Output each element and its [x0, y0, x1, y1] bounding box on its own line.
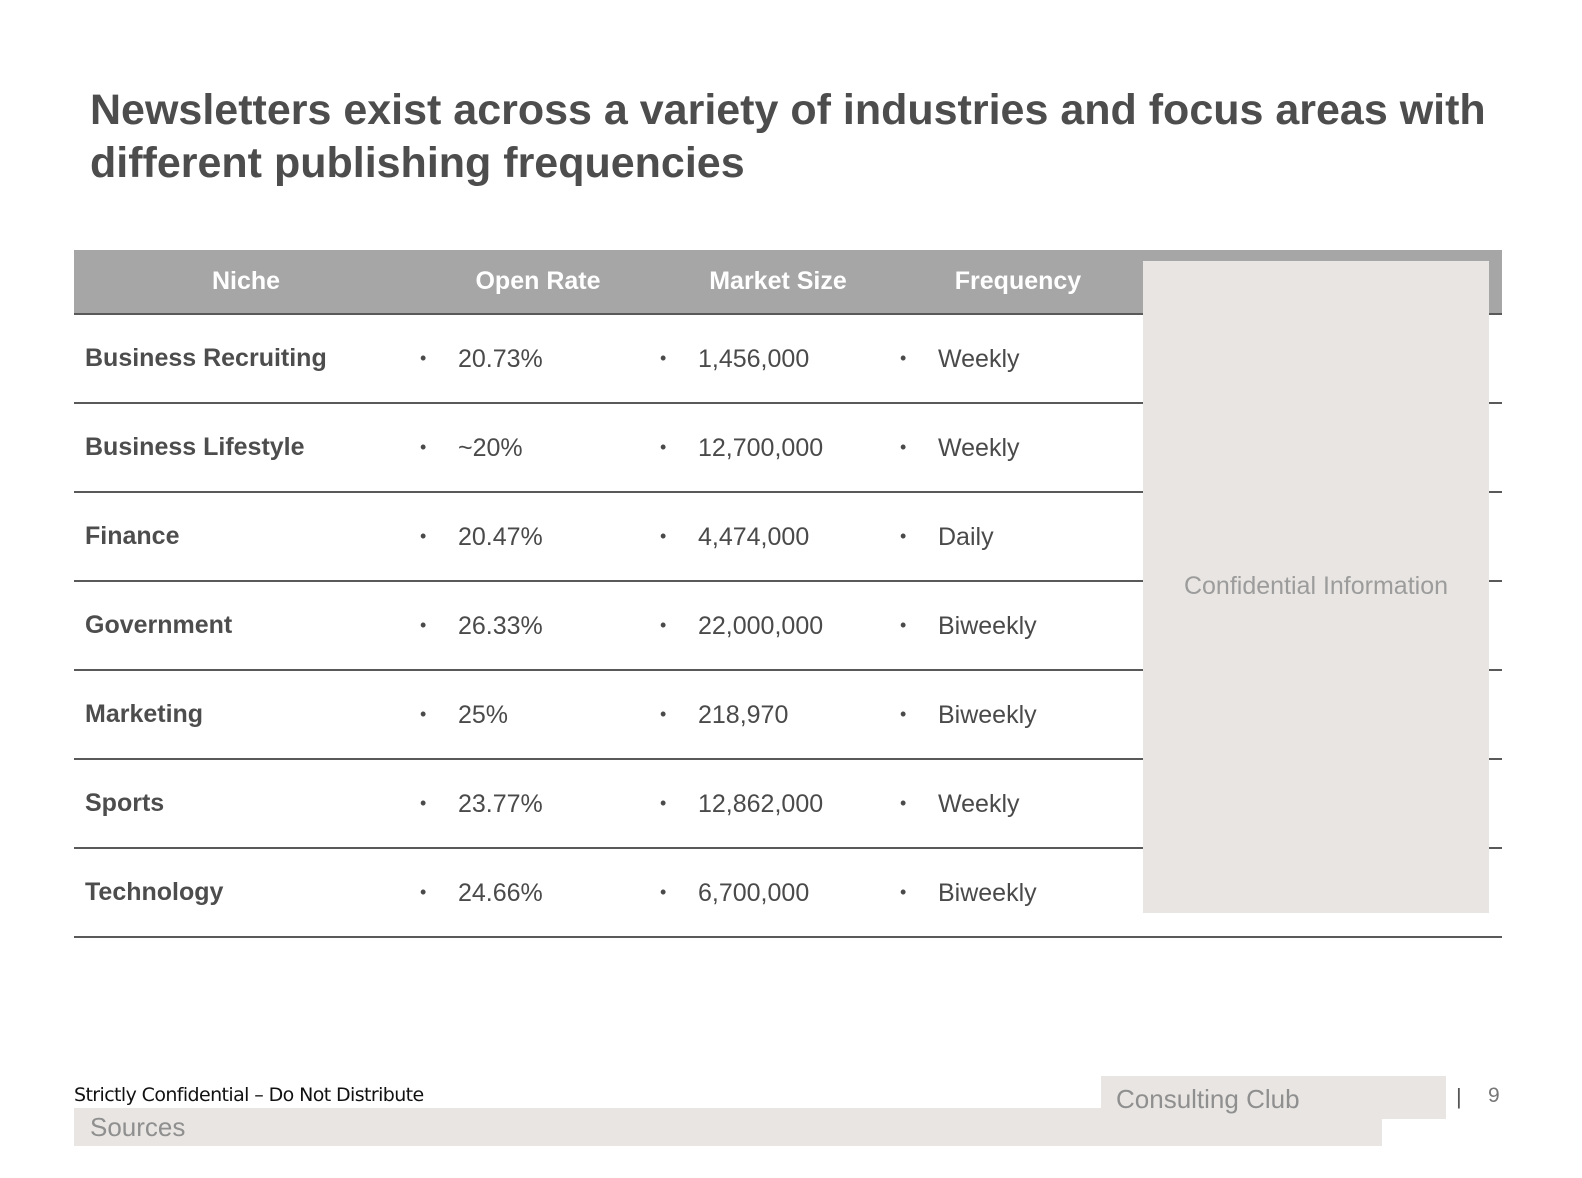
table-row: Technology • 24.66% • 6,700,000 • Biweekly: [74, 848, 1502, 938]
page-separator: |: [1456, 1084, 1462, 1109]
confidential-label: Confidential Information: [1183, 571, 1449, 600]
header-frequency: Frequency: [898, 250, 1138, 315]
frequency-value: Weekly: [938, 344, 1020, 373]
frequency-cell: • Weekly: [898, 759, 1138, 849]
open-rate-value: 23.77%: [458, 789, 543, 818]
open-rate-cell: • 26.33%: [418, 581, 658, 671]
frequency-cell: • Weekly: [898, 403, 1138, 493]
open-rate-value: 25%: [458, 700, 509, 729]
market-size-cell: • 218,970: [658, 670, 898, 760]
bullet: •: [660, 793, 667, 814]
frequency-value: Weekly: [938, 433, 1020, 462]
sources-label: Sources: [90, 1112, 186, 1142]
open-rate-cell: • 23.77%: [418, 759, 658, 849]
market-size-value: 12,862,000: [698, 789, 824, 818]
niche-cell: Sports: [74, 759, 418, 849]
market-size-cell: • 12,862,000: [658, 759, 898, 849]
confidential-placeholder: Confidential Information: [1143, 261, 1489, 913]
bullet: •: [420, 615, 427, 636]
bullet: •: [660, 437, 667, 458]
bullet: •: [420, 793, 427, 814]
bullet: •: [660, 882, 667, 903]
market-size-value: 12,700,000: [698, 433, 824, 462]
bullet: •: [900, 348, 907, 369]
frequency-value: Biweekly: [938, 700, 1037, 729]
market-size-value: 4,474,000: [698, 522, 810, 551]
bullet: •: [420, 437, 427, 458]
confidential-notice: Strictly Confidential – Do Not Distribut…: [74, 1084, 424, 1106]
bullet: •: [900, 882, 907, 903]
niche-cell: Marketing: [74, 670, 418, 760]
market-size-cell: • 1,456,000: [658, 314, 898, 404]
bullet: •: [420, 704, 427, 725]
market-size-value: 1,456,000: [698, 344, 810, 373]
frequency-cell: • Biweekly: [898, 581, 1138, 671]
market-size-cell: • 12,700,000: [658, 403, 898, 493]
frequency-value: Daily: [938, 522, 994, 551]
market-size-value: 6,700,000: [698, 878, 810, 907]
bullet: •: [660, 526, 667, 547]
niche-cell: Business Recruiting: [74, 314, 418, 404]
market-size-value: 218,970: [698, 700, 789, 729]
open-rate-cell: • 20.47%: [418, 492, 658, 582]
frequency-cell: • Weekly: [898, 314, 1138, 404]
open-rate-value: 20.47%: [458, 522, 543, 551]
open-rate-value: 20.73%: [458, 344, 543, 373]
bullet: •: [420, 526, 427, 547]
open-rate-cell: • 25%: [418, 670, 658, 760]
bullet: •: [420, 882, 427, 903]
frequency-value: Biweekly: [938, 611, 1037, 640]
header-market-size: Market Size: [658, 250, 898, 315]
open-rate-cell: • 24.66%: [418, 848, 658, 938]
bullet: •: [660, 615, 667, 636]
page-number: 9: [1488, 1084, 1500, 1107]
bullet: •: [420, 348, 427, 369]
niche-cell: Technology: [74, 848, 418, 938]
open-rate-value: 24.66%: [458, 878, 543, 907]
open-rate-cell: • ~20%: [418, 403, 658, 493]
market-size-cell: • 6,700,000: [658, 848, 898, 938]
niche-cell: Government: [74, 581, 418, 671]
slide-title: Newsletters exist across a variety of in…: [90, 86, 1486, 187]
frequency-cell: • Biweekly: [898, 848, 1138, 938]
market-size-cell: • 4,474,000: [658, 492, 898, 582]
bullet: •: [900, 526, 907, 547]
open-rate-value: 26.33%: [458, 611, 543, 640]
brand-box: Consulting Club: [1101, 1076, 1446, 1119]
bullet: •: [900, 615, 907, 636]
bullet: •: [900, 793, 907, 814]
brand-name: Consulting Club: [1116, 1084, 1300, 1114]
market-size-cell: • 22,000,000: [658, 581, 898, 671]
niche-cell: Finance: [74, 492, 418, 582]
frequency-value: Weekly: [938, 789, 1020, 818]
bullet: •: [900, 704, 907, 725]
frequency-cell: • Daily: [898, 492, 1138, 582]
frequency-value: Biweekly: [938, 878, 1037, 907]
niche-cell: Business Lifestyle: [74, 403, 418, 493]
bullet: •: [900, 437, 907, 458]
header-niche: Niche: [74, 250, 418, 315]
open-rate-value: ~20%: [458, 433, 523, 462]
bullet: •: [660, 704, 667, 725]
bullet: •: [660, 348, 667, 369]
market-size-value: 22,000,000: [698, 611, 824, 640]
frequency-cell: • Biweekly: [898, 670, 1138, 760]
open-rate-cell: • 20.73%: [418, 314, 658, 404]
header-open-rate: Open Rate: [418, 250, 658, 315]
